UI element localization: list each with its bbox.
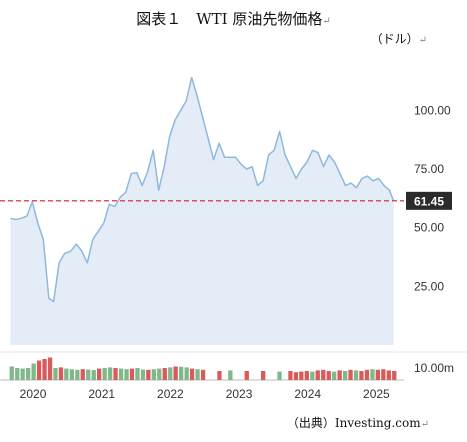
- volume-bar: [228, 370, 233, 380]
- volume-bar: [157, 368, 162, 380]
- volume-bar: [173, 366, 178, 380]
- volume-bar: [277, 371, 282, 380]
- price-area-fill: [10, 77, 394, 345]
- volume-bar: [375, 369, 380, 380]
- volume-bar: [113, 368, 118, 380]
- volume-bar: [9, 366, 14, 380]
- current-price-label: 61.45: [414, 194, 444, 208]
- volume-bar: [332, 371, 337, 380]
- volume-bar: [151, 369, 156, 380]
- volume-bar: [168, 367, 173, 380]
- volume-bar: [244, 371, 249, 380]
- volume-bar: [310, 371, 315, 380]
- volume-bar: [91, 370, 96, 380]
- price-area-layer: [10, 76, 395, 345]
- volume-bar: [184, 367, 189, 380]
- volume-bar: [135, 368, 140, 380]
- volume-bar: [64, 368, 69, 380]
- volume-bar: [364, 369, 370, 380]
- volume-bar: [20, 368, 25, 380]
- volume-bar: [348, 369, 353, 380]
- volume-bar: [189, 368, 195, 380]
- volume-bar: [386, 370, 391, 380]
- volume-bar: [15, 368, 20, 380]
- current-price-reference: 61.45: [0, 191, 452, 210]
- volume-bar: [321, 369, 326, 380]
- y-tick-label: 25.00: [414, 279, 444, 293]
- y-tick-label: 100.00: [414, 103, 451, 117]
- volume-bar: [146, 369, 151, 380]
- volume-bar: [261, 371, 266, 380]
- volume-bar: [343, 371, 348, 380]
- current-price-badge: [406, 191, 452, 210]
- volume-bar: [108, 367, 113, 380]
- volume-bar: [326, 371, 331, 380]
- volume-bar: [381, 369, 386, 380]
- volume-bar: [288, 371, 293, 380]
- volume-bar: [200, 369, 206, 380]
- y-axis: 25.00 50.00 75.00 100.00: [414, 103, 451, 293]
- x-tick-label: 2022: [157, 387, 184, 401]
- x-tick-label: 2021: [88, 387, 115, 401]
- volume-bar: [69, 369, 74, 380]
- x-tick-label: 2023: [226, 387, 253, 401]
- volume-scale-label: 10.00m: [414, 361, 454, 375]
- volume-bar: [42, 359, 47, 380]
- volume-bar: [293, 372, 299, 380]
- volume-bar: [162, 368, 167, 380]
- volume-bar: [217, 371, 222, 380]
- volume-bar: [315, 370, 320, 380]
- volume-bar: [53, 368, 58, 380]
- volume-bar: [353, 370, 359, 380]
- volume-bar: [124, 369, 129, 380]
- volume-bar: [299, 371, 304, 380]
- x-axis: 2020 2021 2022 2023 2024 2025: [20, 387, 390, 401]
- volume-bar: [140, 369, 146, 380]
- volume-bar: [392, 371, 397, 380]
- y-tick-label: 75.00: [414, 162, 444, 176]
- price-line: [10, 76, 395, 303]
- unit-label: （ドル）↵: [370, 32, 427, 46]
- volume-bar: [370, 369, 375, 380]
- volume-bar: [118, 368, 124, 380]
- volume-bar: [359, 371, 364, 380]
- volume-bar: [86, 369, 91, 380]
- volume-bar: [304, 371, 309, 380]
- volume-bar: [26, 368, 31, 380]
- chart-title: 図表１ WTI 原油先物価格↵: [136, 10, 331, 28]
- volume-bar: [80, 369, 85, 380]
- x-tick-label: 2020: [20, 387, 47, 401]
- volume-bar: [195, 369, 200, 380]
- volume-bar: [47, 357, 53, 380]
- volume-bar: [31, 363, 36, 380]
- volume-bar: [102, 368, 107, 380]
- volume-bar: [337, 370, 342, 380]
- volume-bars: 10.00m: [0, 351, 467, 381]
- volume-bar: [97, 368, 102, 380]
- source-note: （出典）Investing.com↵: [286, 416, 429, 430]
- volume-bar: [75, 369, 80, 380]
- y-tick-label: 50.00: [414, 221, 444, 235]
- volume-bar: [58, 367, 64, 380]
- volume-bar: [129, 368, 135, 380]
- x-tick-label: 2024: [294, 387, 321, 401]
- volume-bar: [36, 360, 42, 380]
- volume-bar: [179, 366, 184, 380]
- x-tick-label: 2025: [363, 387, 390, 401]
